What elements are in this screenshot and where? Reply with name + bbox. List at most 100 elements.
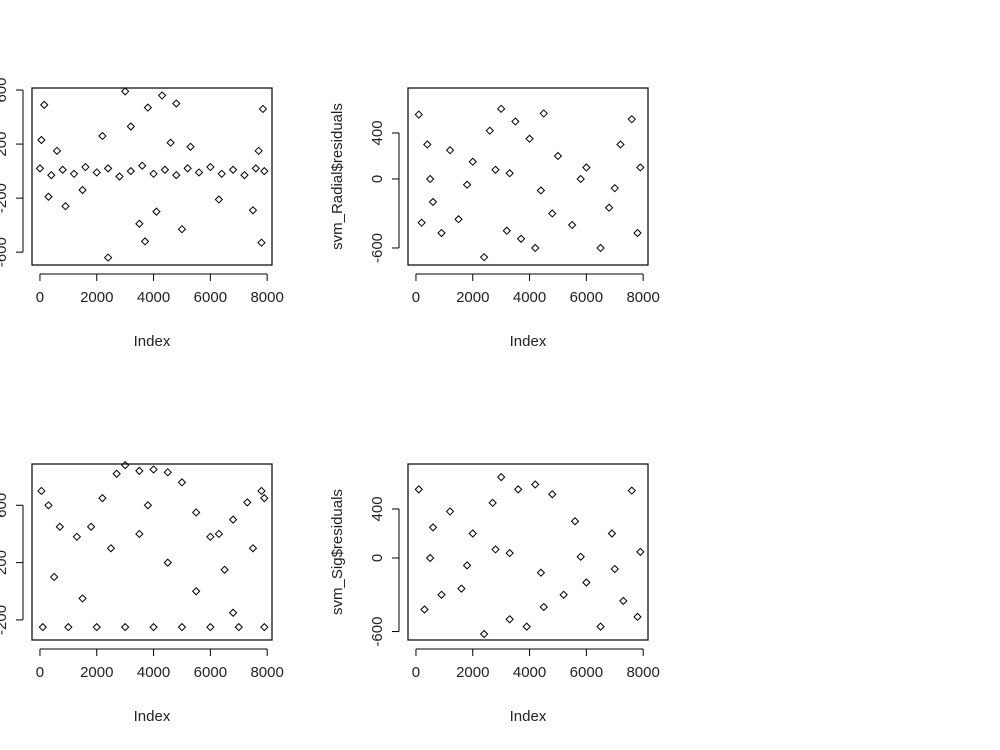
- point: [248, 544, 258, 553]
- point: [186, 142, 195, 151]
- panel: 0 2000 4000 6000 8000 -600 0 400 Index svm_Radial…: [329, 87, 660, 350]
- point: [137, 161, 147, 170]
- point: [445, 507, 455, 516]
- point: [633, 612, 642, 622]
- point: [462, 180, 472, 189]
- x-tick-label: 8000: [250, 664, 283, 681]
- x-tick-label: 0: [36, 664, 44, 681]
- point: [217, 169, 226, 179]
- y-tick-label: -600: [0, 237, 10, 267]
- point: [126, 122, 136, 131]
- y-tick-label: -600: [369, 617, 386, 647]
- point: [81, 162, 90, 172]
- y-tick-label: 200: [0, 550, 10, 575]
- point: [103, 253, 113, 262]
- y-tick-label: -200: [0, 183, 10, 213]
- point: [607, 529, 617, 538]
- panel: 0 2000 4000 6000 8000 -600 -200 200 600 Index: [0, 78, 284, 350]
- point: [491, 165, 500, 174]
- x-tick-label: 2000: [456, 664, 489, 681]
- point: [135, 529, 144, 539]
- point: [582, 163, 591, 172]
- y-tick-label: 600: [0, 493, 10, 518]
- point: [55, 522, 65, 531]
- point: [536, 186, 546, 195]
- point: [106, 544, 116, 553]
- point: [531, 480, 540, 489]
- point: [149, 465, 158, 474]
- point: [49, 572, 59, 582]
- point: [428, 197, 438, 207]
- point: [457, 584, 466, 593]
- plot-frame: [31, 463, 273, 641]
- point: [454, 215, 463, 224]
- point: [166, 138, 175, 147]
- point: [548, 490, 557, 499]
- point: [423, 140, 432, 149]
- x-tick-label: 6000: [570, 289, 603, 306]
- point: [604, 203, 614, 212]
- point: [78, 185, 87, 195]
- x-tick-label: 8000: [626, 664, 659, 681]
- point: [491, 545, 500, 554]
- point: [191, 508, 201, 517]
- x-axis-label: Index: [510, 333, 547, 350]
- point: [437, 228, 446, 238]
- point: [191, 587, 201, 596]
- point: [610, 183, 619, 193]
- point: [257, 238, 266, 247]
- point: [143, 501, 153, 510]
- point: [260, 622, 269, 632]
- point: [513, 485, 523, 494]
- x-tick-label: 4000: [137, 664, 170, 681]
- x-tick-label: 0: [36, 289, 44, 306]
- x-tick-label: 2000: [456, 289, 489, 306]
- point: [627, 486, 637, 495]
- point: [240, 170, 249, 180]
- point: [258, 104, 268, 114]
- point: [559, 590, 568, 599]
- point: [531, 243, 540, 253]
- plot-frame: [407, 87, 649, 266]
- point: [183, 164, 192, 173]
- point: [627, 114, 637, 124]
- y-tick-label: 200: [0, 132, 10, 157]
- point: [112, 469, 121, 478]
- point: [35, 164, 45, 173]
- point: [163, 558, 172, 567]
- point: [548, 209, 557, 218]
- x-tick-label: 2000: [80, 664, 113, 681]
- point: [619, 596, 628, 606]
- point: [194, 168, 204, 177]
- point: [420, 605, 429, 614]
- point: [135, 219, 144, 228]
- point: [228, 608, 238, 617]
- point: [120, 622, 130, 632]
- point: [98, 131, 107, 141]
- point: [505, 548, 514, 558]
- point: [576, 174, 585, 184]
- point: [64, 622, 73, 632]
- point: [143, 103, 153, 112]
- point: [260, 493, 269, 503]
- point: [228, 515, 238, 524]
- point: [157, 91, 167, 100]
- point: [479, 629, 489, 639]
- x-tick-label: 0: [412, 289, 420, 306]
- point: [502, 226, 512, 235]
- panel: 0 2000 4000 6000 8000 -600 0 400 Index svm_Sig$re…: [329, 463, 660, 725]
- point: [257, 486, 266, 496]
- x-axis-label: Index: [134, 333, 171, 350]
- point: [172, 99, 181, 108]
- point: [160, 165, 170, 174]
- point: [425, 553, 435, 563]
- point: [243, 498, 252, 507]
- y-tick-label: -200: [0, 605, 10, 635]
- point: [539, 602, 548, 612]
- point: [468, 529, 477, 538]
- point: [126, 166, 136, 176]
- point: [479, 252, 489, 262]
- point: [254, 146, 263, 156]
- point: [177, 224, 187, 234]
- y-axis-label: svm_Radial$residuals: [329, 103, 346, 250]
